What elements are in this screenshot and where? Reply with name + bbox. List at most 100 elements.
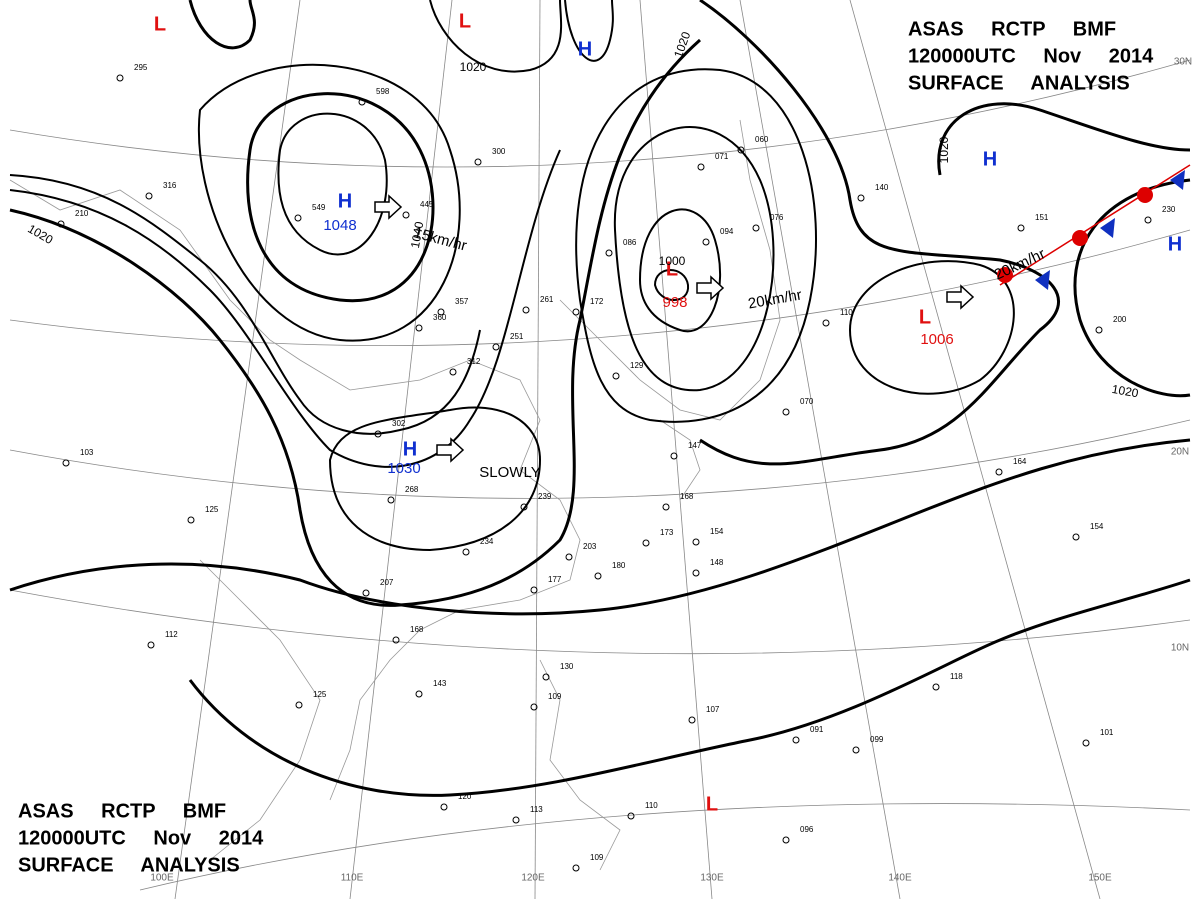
station-dot	[670, 452, 678, 460]
station-dot	[374, 430, 382, 438]
station-dot	[62, 459, 70, 467]
station-pressure: 101	[1100, 728, 1114, 737]
station-pressure: 207	[380, 578, 394, 587]
station-pressure: 210	[75, 209, 89, 218]
station-dot	[932, 683, 940, 691]
station-dot	[492, 343, 500, 351]
station-pressure: 200	[1113, 315, 1127, 324]
center-symbol: L	[706, 793, 718, 815]
station-pressure: 151	[1035, 213, 1049, 222]
station-dot	[572, 308, 580, 316]
station-dot	[1072, 533, 1080, 541]
station-dot	[116, 74, 124, 82]
station-pressure: 164	[1013, 457, 1027, 466]
station-pressure: 357	[455, 297, 469, 306]
station-pressure: 177	[548, 575, 562, 584]
center-symbol: H	[578, 38, 592, 60]
isobar-label: 1020	[460, 60, 487, 74]
motion-arrow	[946, 284, 975, 310]
latitude-label: 10N	[1171, 643, 1189, 654]
station-dot	[295, 701, 303, 709]
station-pressure: 125	[313, 690, 327, 699]
isobar-label: 1020	[1111, 382, 1140, 400]
station-pressure: 109	[548, 692, 562, 701]
station-dot	[520, 503, 528, 511]
station-pressure: 060	[755, 135, 769, 144]
station-pressure: 109	[590, 853, 604, 862]
center-value: 998	[662, 294, 687, 311]
station-pressure: 239	[538, 492, 552, 501]
latitude-label: 20N	[1171, 447, 1189, 458]
isobar-label: 1000	[659, 254, 686, 268]
station-dot	[782, 408, 790, 416]
station-dot	[594, 572, 602, 580]
front	[997, 164, 1191, 290]
station-pressure: 143	[433, 679, 447, 688]
motion-arrow	[696, 275, 725, 301]
station-dot	[530, 586, 538, 594]
station-pressure: 110	[645, 801, 658, 810]
station-dot	[522, 306, 530, 314]
header-line: ASAS RCTP BMF	[18, 800, 226, 822]
station-dot	[415, 690, 423, 698]
station-pressure: 091	[810, 725, 824, 734]
station-dot	[627, 812, 635, 820]
station-pressure: 094	[720, 227, 734, 236]
station-pressure: 120	[458, 792, 472, 801]
station-dot	[387, 496, 395, 504]
station-dot	[605, 249, 613, 257]
station-dot	[145, 192, 153, 200]
station-pressure: 130	[560, 662, 574, 671]
center-symbol: H	[983, 148, 997, 170]
isobar-label: 1020	[937, 136, 951, 163]
station-pressure: 168	[680, 492, 694, 501]
station-pressure: 316	[163, 181, 177, 190]
station-pressure: 295	[134, 63, 148, 72]
longitude-label: 100E	[150, 873, 174, 884]
longitude-label: 120E	[521, 873, 545, 884]
center-symbol: L	[919, 306, 931, 328]
station-dot	[852, 746, 860, 754]
station-dot	[612, 372, 620, 380]
center-symbol: L	[666, 258, 678, 280]
station-pressure: 549	[312, 203, 326, 212]
longitude-label: 130E	[700, 873, 724, 884]
station-dot	[294, 214, 302, 222]
station-pressure: 071	[715, 152, 729, 161]
center-symbol: H	[403, 438, 417, 460]
station-dot	[822, 319, 830, 327]
center-value: 1006	[920, 331, 953, 348]
station-dot	[392, 636, 400, 644]
motion-arrow	[436, 437, 465, 463]
station-pressure: 099	[870, 735, 884, 744]
station-pressure: 168	[410, 625, 424, 634]
station-dot	[782, 836, 790, 844]
station-pressure: 154	[1090, 522, 1104, 531]
station-pressure: 261	[540, 295, 554, 304]
station-dot	[358, 98, 366, 106]
station-pressure: 251	[510, 332, 524, 341]
isobar-label: 1040	[408, 220, 426, 249]
motion-arrow	[374, 194, 403, 220]
station-pressure: 125	[205, 505, 219, 514]
station-dot	[187, 516, 195, 524]
station-dot	[642, 539, 650, 547]
center-symbol: H	[1168, 233, 1182, 255]
station-pressure: 312	[467, 357, 481, 366]
header-line: ASAS RCTP BMF	[908, 18, 1116, 40]
station-pressure: 360	[433, 313, 447, 322]
center-value: 1048	[323, 217, 356, 234]
station-pressure: 140	[875, 183, 889, 192]
station-pressure: 110	[840, 308, 853, 317]
station-dot	[688, 716, 696, 724]
station-pressure: 300	[492, 147, 506, 156]
station-dot	[462, 548, 470, 556]
graticule	[9, 0, 1191, 899]
station-dot	[1017, 224, 1025, 232]
station-pressure: 129	[630, 361, 644, 370]
station-dot	[692, 538, 700, 546]
station-dot	[57, 220, 65, 228]
station-dot	[737, 146, 745, 154]
station-pressure: 180	[612, 561, 626, 570]
